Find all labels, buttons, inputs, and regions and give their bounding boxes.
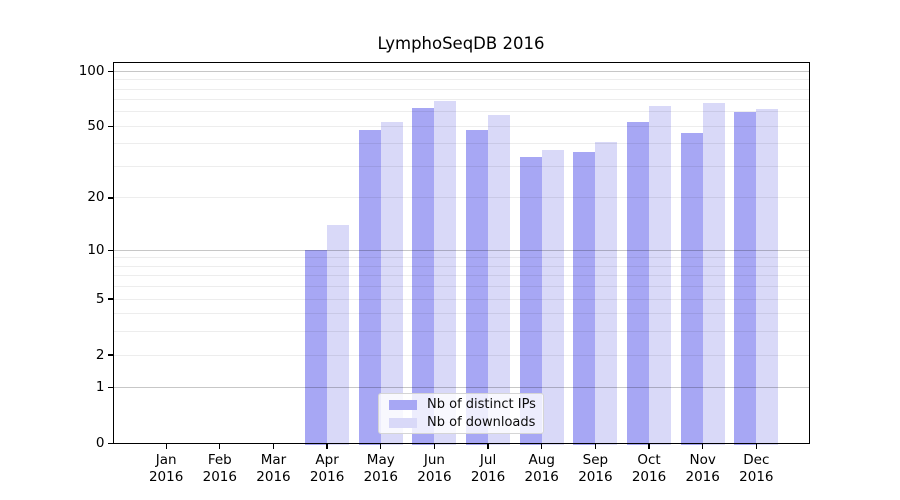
x-tick-jan [165, 443, 167, 449]
bar-dec-distinct-ips [734, 111, 757, 446]
minor-gridline-9 [112, 257, 810, 259]
x-tick-aug [541, 443, 543, 449]
minor-gridline-90 [112, 79, 810, 81]
legend-label-downloads: Nb of downloads [427, 415, 536, 430]
bar-dec-downloads [756, 109, 779, 446]
minor-gridline-2 [112, 354, 810, 356]
bar-sep-downloads [595, 142, 618, 446]
minor-gridline-40 [112, 143, 810, 145]
y-tick-5 [107, 298, 113, 300]
bar-jul-downloads [488, 114, 511, 446]
x-tick-label-apr: Apr 2016 [309, 451, 345, 485]
bar-sep-distinct-ips [573, 152, 596, 446]
x-tick-label-dec: Dec 2016 [739, 451, 774, 485]
minor-gridline-60 [112, 111, 810, 113]
bar-jun-downloads [434, 100, 457, 446]
minor-gridline-4 [112, 313, 810, 315]
x-tick-label-mar: Mar 2016 [256, 451, 291, 485]
minor-gridline-8 [112, 265, 810, 267]
bar-nov-downloads [702, 103, 725, 446]
x-tick-sep [594, 443, 597, 449]
bar-apr-distinct-ips [305, 250, 328, 446]
x-tick-mar [272, 443, 275, 449]
legend-label-distinct-ips: Nb of distinct IPs [427, 397, 536, 412]
x-tick-label-jun: Jun 2016 [417, 451, 452, 485]
x-tick-jun [433, 443, 436, 449]
y-tick-label-10: 10 [87, 241, 105, 258]
bar-nov-distinct-ips [680, 132, 703, 446]
legend-row-distinct-ips: Nb of distinct IPs [385, 397, 537, 412]
y-tick-100 [107, 70, 113, 72]
legend-swatch-downloads [389, 417, 417, 428]
y-tick-label-50: 50 [87, 117, 105, 134]
bar-aug-downloads [541, 150, 564, 446]
x-tick-dec [755, 443, 757, 449]
x-tick-label-sep: Sep 2016 [578, 451, 613, 485]
y-tick-label-0: 0 [95, 435, 105, 452]
y-tick-0 [107, 443, 113, 445]
minor-gridline-70 [112, 99, 810, 101]
y-tick-label-1: 1 [95, 379, 105, 396]
legend: Nb of distinct IPs Nb of downloads [378, 393, 544, 434]
x-tick-jul [487, 443, 489, 449]
bar-jun-distinct-ips [412, 108, 435, 446]
major-gridline-1 [112, 387, 810, 389]
minor-gridline-30 [112, 166, 810, 168]
y-tick-10 [107, 249, 113, 251]
chart-title: LymphoSeqDB 2016 [377, 34, 545, 53]
bar-oct-distinct-ips [627, 121, 650, 446]
bar-jul-distinct-ips [466, 129, 489, 446]
x-tick-oct [648, 443, 650, 449]
minor-gridline-50 [112, 125, 810, 127]
legend-swatch-distinct-ips [389, 399, 417, 410]
major-gridline-10 [112, 249, 810, 251]
x-tick-label-nov: Nov 2016 [685, 451, 720, 485]
bar-may-distinct-ips [358, 129, 381, 446]
minor-gridline-7 [112, 275, 810, 277]
y-tick-1 [107, 387, 113, 389]
x-tick-feb [219, 443, 221, 449]
bar-aug-distinct-ips [519, 156, 542, 446]
y-tick-50 [107, 125, 113, 127]
y-tick-label-20: 20 [87, 189, 105, 206]
bar-may-downloads [380, 121, 403, 446]
legend-row-downloads: Nb of downloads [385, 415, 537, 430]
bar-oct-downloads [649, 105, 672, 446]
x-tick-label-feb: Feb 2016 [202, 451, 237, 485]
minor-gridline-6 [112, 286, 810, 288]
y-tick-label-100: 100 [78, 62, 105, 79]
major-gridline-100 [112, 70, 810, 72]
x-tick-may [380, 443, 382, 449]
x-tick-label-jan: Jan 2016 [148, 451, 184, 485]
x-tick-apr [326, 443, 328, 449]
x-tick-nov [702, 443, 704, 449]
minor-gridline-3 [112, 331, 810, 333]
y-tick-label-5: 5 [95, 290, 105, 307]
minor-gridline-80 [112, 88, 810, 90]
minor-gridline-20 [112, 197, 810, 199]
x-tick-label-aug: Aug 2016 [524, 451, 559, 485]
minor-gridline-5 [112, 298, 810, 300]
bar-apr-downloads [327, 225, 350, 446]
y-tick-2 [107, 354, 113, 356]
x-tick-label-jul: Jul 2016 [470, 451, 506, 485]
y-tick-label-2: 2 [95, 346, 105, 363]
x-tick-label-oct: Oct 2016 [631, 451, 667, 485]
y-tick-20 [107, 197, 113, 199]
x-tick-label-may: May 2016 [363, 451, 398, 485]
